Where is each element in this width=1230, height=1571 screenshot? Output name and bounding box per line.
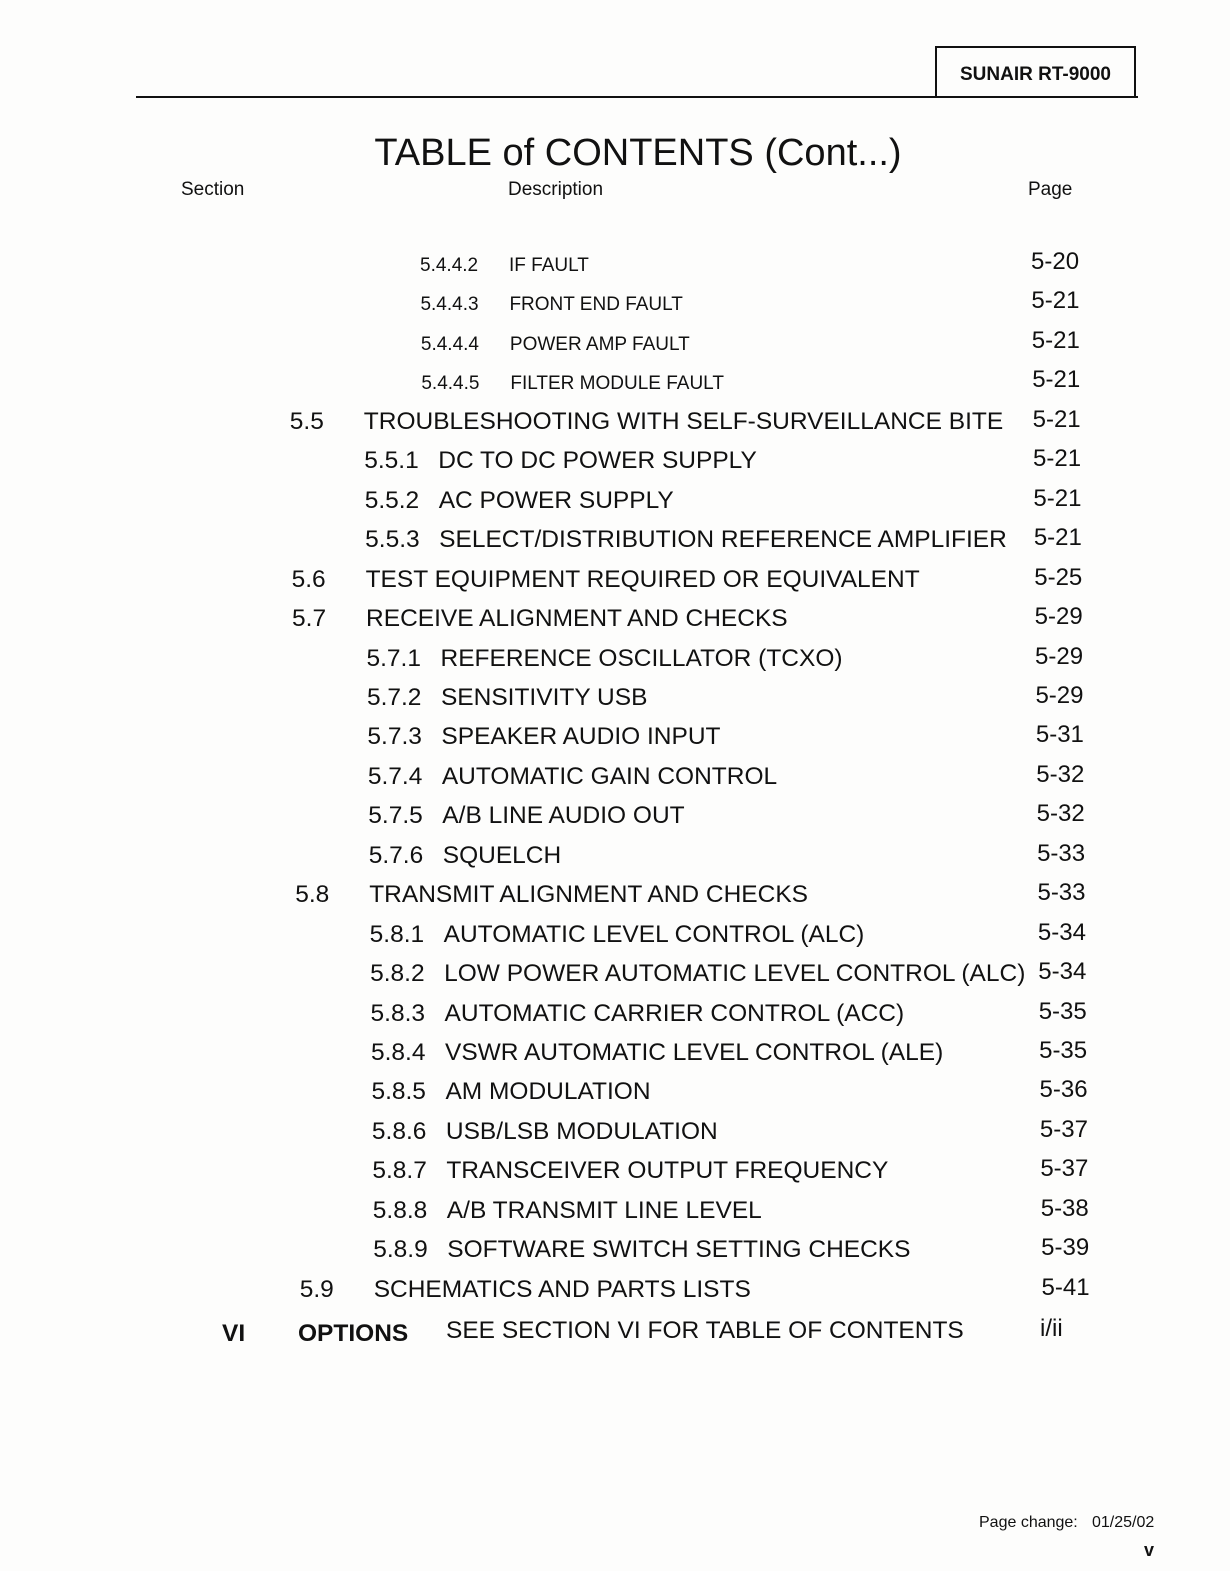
toc-entry-title: LOW POWER AUTOMATIC LEVEL CONTROL (ALC) [444, 960, 1026, 988]
toc-entry-title: IF FAULT [509, 255, 589, 276]
toc-entry-page: 5-32 [1036, 760, 1085, 788]
toc-entry-page: 5-37 [1040, 1155, 1089, 1183]
toc-entry-page: 5-29 [1035, 681, 1084, 709]
document-model: SUNAIR RT-9000 [960, 64, 1111, 85]
toc-entry-page: 5-38 [1040, 1194, 1089, 1222]
toc-entry-number: 5.9 [299, 1275, 334, 1303]
document-model-box: SUNAIR RT-9000 [935, 46, 1136, 96]
options-label: OPTIONS [298, 1320, 409, 1347]
toc-entry-title: A/B TRANSMIT LINE LEVEL [446, 1196, 762, 1224]
toc-entry-number: 5.8.2 [370, 960, 425, 988]
toc-entry-page: 5-32 [1036, 800, 1085, 828]
toc-entry-number: 5.8.6 [371, 1117, 427, 1145]
toc-entry-number: 5.7.5 [368, 802, 423, 830]
toc-entry-title: TROUBLESHOOTING WITH SELF-SURVEILLANCE B… [363, 407, 1004, 435]
toc-entry-page: 5-21 [1033, 524, 1082, 552]
header-rule [136, 96, 1138, 98]
toc-entry-page: 5-20 [1031, 248, 1080, 275]
options-title: SEE SECTION VI FOR TABLE OF CONTENTS [446, 1317, 964, 1344]
toc-entry-page: 5-21 [1033, 445, 1082, 473]
toc-entry-number: 5.8.4 [371, 1039, 426, 1066]
toc-entry-title: AC POWER SUPPLY [438, 486, 674, 514]
toc-entry-title: AUTOMATIC CARRIER CONTROL (ACC) [444, 999, 905, 1027]
toc-entry-number: 5.8.9 [373, 1236, 428, 1264]
toc-entry-number: 5.7.4 [367, 762, 423, 790]
column-header-description: Description [508, 179, 604, 200]
toc-entry-page: 5-29 [1035, 642, 1084, 670]
toc-entry-page: 5-21 [1031, 287, 1080, 315]
toc-entry-title: AM MODULATION [445, 1078, 651, 1106]
toc-entry-title: AUTOMATIC LEVEL CONTROL (ALC) [443, 920, 865, 948]
toc-entry-number: 5.7.2 [366, 683, 422, 711]
toc-entry-page: 5-21 [1032, 405, 1081, 433]
toc-entry-page: 5-21 [1033, 484, 1082, 512]
toc-entry-number: 5.8.5 [371, 1078, 426, 1106]
toc-entry-title: AUTOMATIC GAIN CONTROL [441, 762, 778, 790]
toc-entry-page: 5-34 [1038, 958, 1087, 986]
toc-entry-number: 5.5 [289, 407, 324, 435]
options-page: i/ii [1040, 1315, 1063, 1342]
toc-entry-title: SELECT/DISTRIBUTION REFERENCE AMPLIFIER [439, 526, 1007, 554]
toc-entry-title: VSWR AUTOMATIC LEVEL CONTROL (ALE) [445, 1039, 944, 1066]
toc-entry-number: 5.8.1 [369, 920, 425, 948]
toc-entry-title: TRANSMIT ALIGNMENT AND CHECKS [369, 881, 808, 909]
toc-entry-page: 5-35 [1039, 1037, 1088, 1064]
toc-entry-page: 5-29 [1034, 603, 1083, 631]
toc-entry-title: POWER AMP FAULT [509, 333, 690, 355]
toc-entry-page: 5-37 [1039, 1115, 1088, 1143]
toc-entry-title: SENSITIVITY USB [440, 683, 648, 711]
column-header-section: Section [181, 179, 245, 200]
toc-entry-number: 5.8.8 [372, 1196, 428, 1224]
toc-entry-number: 5.6 [291, 565, 326, 593]
toc-entry-page: 5-33 [1037, 879, 1086, 907]
toc-entry-number: 5.7.6 [368, 841, 424, 869]
toc-entry-number: 5.5.3 [365, 526, 420, 554]
toc-entry-title: SOFTWARE SWITCH SETTING CHECKS [447, 1236, 911, 1264]
toc-entry-title: TEST EQUIPMENT REQUIRED OR EQUIVALENT [365, 565, 920, 593]
toc-entry-title: SQUELCH [442, 841, 562, 869]
toc-entry-page: 5-33 [1037, 839, 1086, 867]
toc-entry-number: 5.7.1 [366, 644, 422, 672]
toc-entry-title: A/B LINE AUDIO OUT [442, 802, 685, 830]
toc-entry-page: 5-31 [1035, 721, 1084, 749]
toc-entry-number: 5.4.4.5 [421, 373, 480, 395]
toc-entry-page: 5-39 [1041, 1234, 1090, 1262]
toc-entry-title: DC TO DC POWER SUPPLY [438, 447, 757, 475]
page-change-date: 01/25/02 [1092, 1514, 1155, 1531]
toc-entry-number: 5.7 [292, 605, 327, 633]
column-header-page: Page [1028, 179, 1073, 200]
toc-entry-title: RECEIVE ALIGNMENT AND CHECKS [366, 605, 788, 633]
toc-entry-number: 5.8 [295, 881, 330, 909]
page-title: TABLE of CONTENTS (Cont...) [374, 132, 902, 174]
toc-entry-page: 5-36 [1039, 1076, 1088, 1104]
toc-entry-number: 5.8.7 [372, 1157, 427, 1185]
toc-entry-page: 5-25 [1034, 563, 1083, 591]
toc-entry-page: 5-21 [1031, 326, 1080, 354]
toc-entry-title: USB/LSB MODULATION [445, 1117, 718, 1145]
toc-entry-number: 5.5.2 [364, 486, 420, 514]
toc-entry-number: 5.7.3 [367, 723, 422, 751]
toc-entry-title: FILTER MODULE FAULT [510, 373, 724, 395]
toc-entry-page: 5-21 [1032, 366, 1081, 394]
toc-entry-title: FRONT END FAULT [509, 294, 683, 316]
toc-entry-page: 5-34 [1037, 918, 1086, 946]
options-section-number: VI [222, 1320, 246, 1347]
page-change-label: Page change: [979, 1514, 1078, 1531]
page-number: v [1144, 1540, 1155, 1560]
toc-entry-number: 5.4.4.3 [420, 294, 479, 316]
toc-entry-page: 5-35 [1038, 997, 1087, 1025]
toc-entry-number: 5.4.4.2 [420, 255, 479, 276]
toc-entry-page: 5-41 [1041, 1273, 1090, 1301]
toc-entry-number: 5.8.3 [370, 999, 426, 1027]
toc-entry-title: SCHEMATICS AND PARTS LISTS [373, 1275, 751, 1303]
toc-entry-number: 5.5.1 [364, 447, 419, 475]
toc-entry-title: REFERENCE OSCILLATOR (TCXO) [440, 644, 843, 672]
toc-entry-number: 5.4.4.4 [420, 333, 479, 355]
toc-entry-title: SPEAKER AUDIO INPUT [441, 723, 721, 751]
toc-entry-title: TRANSCEIVER OUTPUT FREQUENCY [446, 1157, 889, 1185]
